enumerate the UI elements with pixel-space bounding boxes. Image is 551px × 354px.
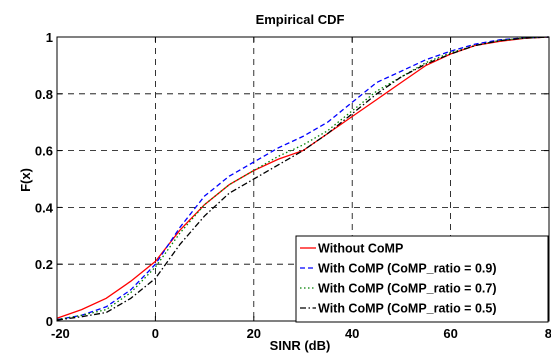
x-axis-label: SINR (dB): [270, 338, 331, 353]
y-tick-label: 0.2: [35, 257, 53, 272]
legend-entry: With CoMP (CoMP_ratio = 0.7): [318, 282, 497, 296]
x-tick-label: 0: [152, 326, 159, 341]
legend-entry: With CoMP (CoMP_ratio = 0.5): [318, 302, 497, 316]
legend-box: [295, 235, 549, 323]
y-tick-label: 0.6: [35, 144, 53, 159]
chart-title: Empirical CDF: [256, 12, 345, 27]
x-tick-label: 8: [545, 326, 551, 341]
y-tick-label: 1: [46, 30, 53, 45]
x-tick-label: 40: [345, 326, 359, 341]
x-tick-label: -20: [51, 326, 70, 341]
y-tick-label: 0.8: [35, 87, 53, 102]
series-lines: [56, 36, 550, 321]
legend-entry: Without CoMP: [318, 242, 403, 256]
y-tick-label: 0: [46, 314, 53, 329]
y-axis-label: F(x): [18, 168, 33, 192]
y-tick-label: 0.4: [35, 200, 54, 215]
axis-ticks: -20 0 20 40 60 800.20.40.60.81: [35, 30, 551, 341]
series-line-4: [56, 36, 550, 321]
legend-entry: With CoMP (CoMP_ratio = 0.9): [318, 262, 497, 276]
series-line-2: [56, 36, 550, 321]
x-tick-label: 60: [443, 326, 457, 341]
x-tick-label: 20: [247, 326, 261, 341]
legend: Without CoMP With CoMP (CoMP_ratio = 0.9)…: [295, 235, 549, 323]
